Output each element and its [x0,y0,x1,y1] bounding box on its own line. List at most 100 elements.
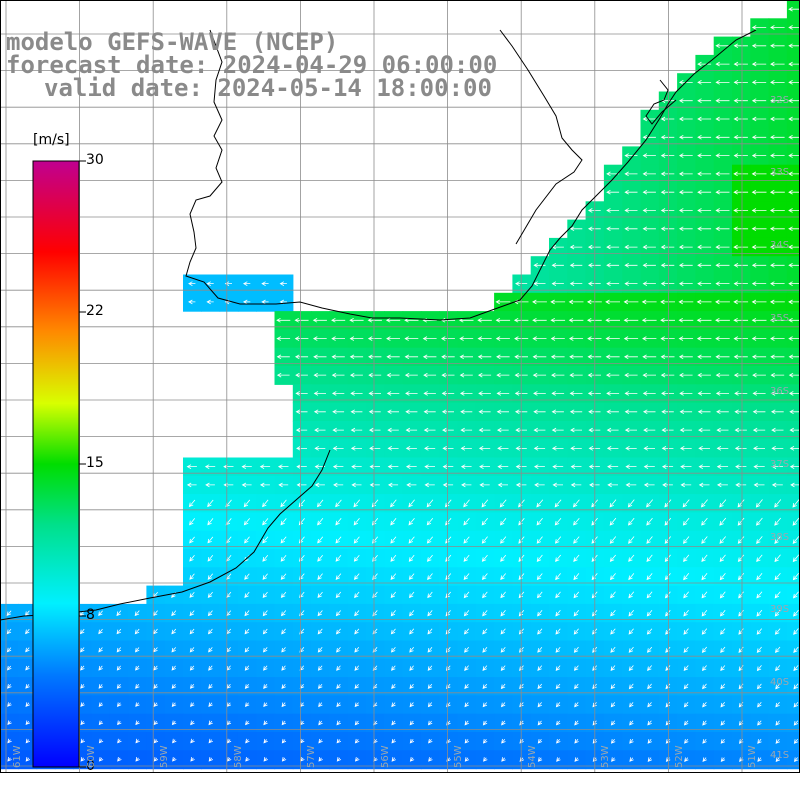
wind-arrow [642,134,656,140]
field-cell [292,640,312,660]
wind-arrow [770,116,785,122]
wind-arrow [556,739,561,744]
field-cell [256,750,276,770]
wind-arrow [554,517,562,526]
wind-arrow [317,573,323,580]
field-cell [695,567,715,587]
wind-arrow [609,554,617,562]
wind-arrow [426,536,434,544]
field-cell [640,567,660,587]
field-cell [494,549,513,568]
field-cell [677,549,696,568]
field-cell [713,695,733,715]
wind-arrow [679,427,692,433]
field-cell [292,732,312,751]
field-cell [677,494,696,513]
wind-arrow [769,226,785,232]
wind-arrow [116,610,122,617]
wind-arrow [661,446,674,451]
wind-arrow [499,517,507,526]
wind-arrow [404,354,419,360]
field-cell [329,695,349,715]
wind-arrow [500,591,506,599]
field-cell [384,750,404,770]
field-cell [402,713,422,733]
field-cell [530,494,550,513]
field-cell [677,512,696,532]
wind-arrow [793,609,799,617]
field-cell [366,732,385,751]
wind-arrow [427,610,433,617]
wind-arrow [483,757,488,762]
field-cell [292,695,312,715]
field-cell [677,603,696,623]
field-cell [512,658,532,678]
wind-arrow [683,554,690,563]
field-cell [109,677,129,696]
wind-arrow [331,336,345,341]
field-cell [347,512,367,532]
wind-arrow [390,554,397,562]
field-cell [402,622,422,642]
field-cell [567,750,587,770]
wind-arrow [788,244,800,250]
wind-arrow [460,464,472,469]
wind-arrow [555,665,561,671]
wind-arrow [336,647,341,653]
wind-arrow [751,25,767,30]
wind-arrow [647,720,652,726]
wind-arrow [606,446,619,451]
field-cell [530,640,550,660]
wind-arrow [262,518,269,526]
wind-arrow [551,409,564,415]
field-cell [201,585,221,605]
wind-arrow [792,573,800,581]
wind-arrow [738,646,744,653]
wind-arrow [314,446,326,451]
wind-arrow [682,499,690,508]
field-cell [457,549,477,568]
wind-arrow [719,591,726,599]
wind-arrow [734,446,747,451]
field-cell [183,732,202,751]
field-cell [603,732,623,751]
field-cell [695,622,715,642]
wind-arrow [698,446,710,451]
field-cell [384,530,404,550]
wind-arrow [624,372,638,378]
field-cell [475,695,495,715]
field-cell [457,732,477,751]
wind-arrow [678,98,693,103]
field-cell [530,658,550,678]
field-cell [109,622,129,642]
wind-arrow [390,499,397,508]
field-cell [274,677,294,696]
field-cell [237,622,257,642]
field-cell [384,640,404,660]
field-cell [237,512,257,532]
lon-label: 52W [674,745,685,768]
field-cell [183,658,202,678]
wind-arrow [262,628,268,635]
wind-arrow [642,391,656,396]
wind-arrow [788,299,800,305]
field-cell [237,585,257,605]
uruguay-interior-coast [499,29,583,245]
field-cell [18,732,38,751]
wind-arrow [428,738,433,744]
field-cell [567,658,587,678]
wind-arrow [735,482,747,488]
wind-arrow [390,647,396,653]
field-cell [786,713,800,733]
field-cell [311,567,330,587]
field-cell [622,530,642,550]
field-cell [768,658,788,678]
wind-arrow [788,317,800,323]
field-cell [695,732,715,751]
field-cell [219,603,239,623]
wind-arrow [733,80,748,85]
field-cell [311,677,330,696]
lat-label: 32S [770,95,790,106]
field-cell [292,530,312,550]
field-cell [695,585,715,605]
